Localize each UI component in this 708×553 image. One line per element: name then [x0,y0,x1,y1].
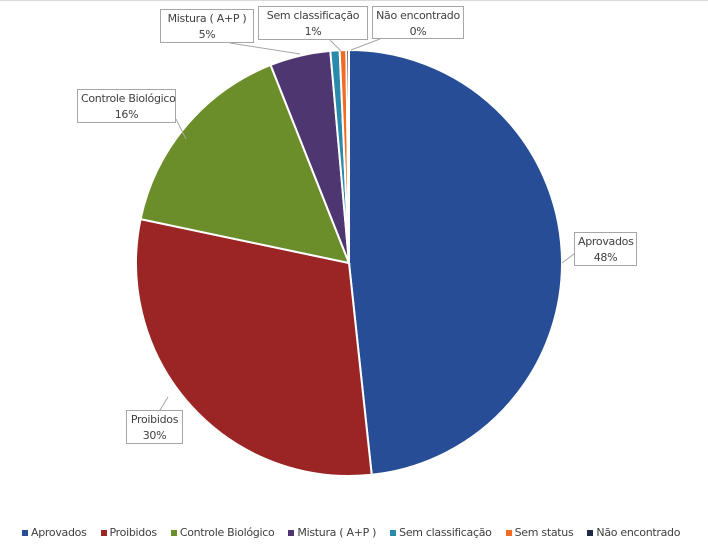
legend-swatch [100,529,107,536]
legend-item: Sem classificação [390,526,492,539]
pie-slice-2 [139,63,351,265]
legend: Aprovados Proibidos Controle Biológico M… [22,526,680,539]
data-label-nao-encontrado: Não encontrado 0% [372,6,464,39]
legend-swatch [390,529,397,536]
data-label-sem-classificacao: Sem classificação 1% [258,6,368,40]
legend-swatch [22,529,28,536]
data-label-controle: Controle Biológico 16% [77,89,176,123]
data-label-mistura: Mistura ( A+P ) 5% [160,9,254,43]
legend-swatch [587,529,594,536]
data-label-aprovados: Aprovados 48% [574,232,637,266]
legend-item: Controle Biológico [170,526,275,539]
leader-line [229,42,301,55]
leader-line [175,118,187,140]
pie-slice-0 [348,48,563,476]
legend-item: Aprovados [22,526,87,539]
leader-line [561,253,575,264]
legend-item: Não encontrado [587,526,680,539]
legend-item: Sem status [505,526,574,539]
legend-item: Mistura ( A+P ) [288,526,376,539]
pie-slice-1 [135,217,373,477]
leader-line [329,39,342,52]
leader-line [159,396,169,411]
data-label-proibidos: Proibidos 30% [126,410,183,444]
legend-swatch [170,529,177,536]
leader-line [350,38,381,51]
pie-slice-6 [345,48,350,264]
legend-item: Proibidos [100,526,157,539]
legend-swatch [505,529,512,536]
legend-swatch [288,529,295,536]
